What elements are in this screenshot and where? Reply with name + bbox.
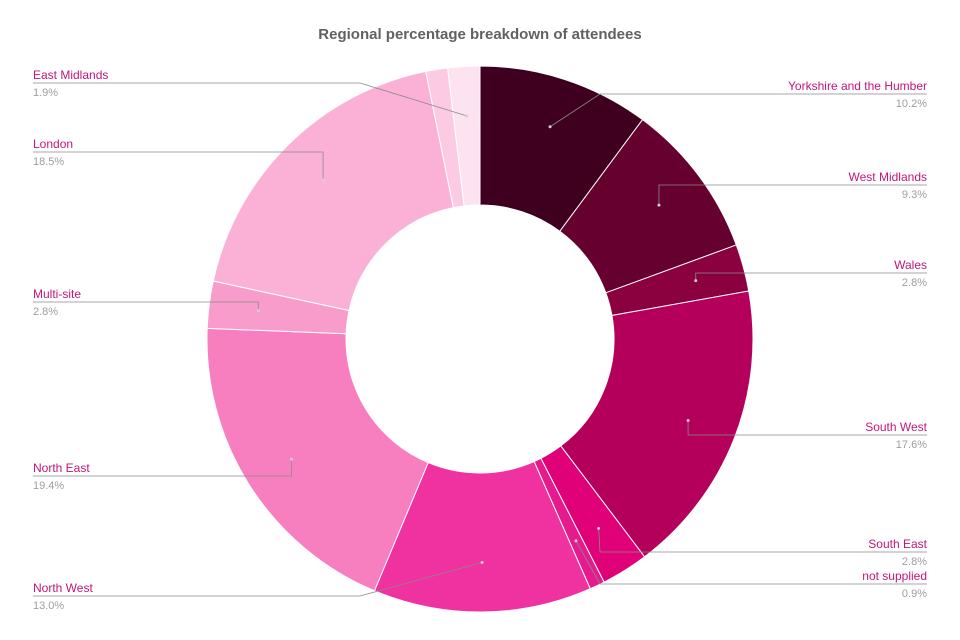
leader-dot-south-east (597, 526, 601, 530)
leader-line-west-midlands (658, 184, 927, 206)
slice-percent-west-midlands: 9.3% (902, 189, 927, 201)
slice-percent-not-supplied: 0.9% (902, 588, 927, 600)
leader-line-east-midlands (33, 82, 467, 117)
leader-dot-east-midlands (465, 114, 469, 118)
slice-labels: Yorkshire and the Humber 10.2% West Midlan… (33, 68, 928, 612)
slices (206, 65, 754, 613)
leader-line-yorkshire-and-the-humber (549, 93, 927, 128)
leader-dot-london (321, 178, 325, 182)
leader-line-multi-site (33, 301, 259, 311)
slice-label-not-supplied: not supplied (862, 569, 927, 583)
slice-north-east (206, 327, 429, 592)
leader-dot-yorkshire-and-the-humber (548, 125, 552, 129)
leader-line-wales (695, 272, 927, 281)
slice-percent-east-midlands: 1.9% (33, 87, 58, 99)
leader-dot-north-east (290, 457, 294, 461)
slice-percent-north-east: 19.4% (33, 480, 64, 492)
slice-percent-multi-site: 2.8% (33, 306, 58, 318)
slice-south-west (560, 290, 754, 558)
slice-london (212, 70, 454, 312)
slice-percent-london: 18.5% (33, 156, 64, 168)
slice-label-london: London (33, 137, 73, 151)
leader-dot-west-midlands (657, 203, 661, 207)
leader-line-london (33, 151, 324, 180)
slice-label-west-midlands: West Midlands (849, 170, 927, 184)
slice-label-north-west: North West (33, 581, 93, 595)
slice-label-south-west: South West (865, 420, 927, 434)
slice-percent-north-west: 13.0% (33, 600, 64, 612)
slice-label-south-east: South East (868, 537, 927, 551)
slice-percent-wales: 2.8% (902, 277, 927, 289)
slice-percent-south-west: 17.6% (896, 439, 927, 451)
slice-label-multi-site: Multi-site (33, 287, 81, 301)
leader-line-north-west (33, 562, 483, 597)
slice-label-east-midlands: East Midlands (33, 68, 108, 82)
slice-percent-south-east: 2.8% (902, 556, 927, 568)
leader-dot-north-west (480, 560, 484, 564)
leader-dot-not-supplied (574, 539, 578, 543)
leader-line-south-east (598, 528, 927, 553)
leader-line-not-supplied (575, 540, 927, 585)
leader-line-south-west (687, 420, 927, 436)
leader-dot-south-west (686, 419, 690, 423)
slice-label-north-east: North East (33, 461, 90, 475)
slice-east-midlands (447, 65, 481, 207)
leader-dot-wales (694, 279, 698, 283)
slice-percent-yorkshire-and-the-humber: 10.2% (896, 98, 927, 110)
slice-label-wales: Wales (894, 258, 927, 272)
slice-north-west (373, 460, 591, 613)
slice-label-yorkshire-and-the-humber: Yorkshire and the Humber (788, 79, 927, 93)
leader-dot-multi-site (256, 309, 260, 313)
chart-title: Regional percentage breakdown of attende… (318, 26, 642, 43)
leader-line-north-east (33, 459, 292, 477)
